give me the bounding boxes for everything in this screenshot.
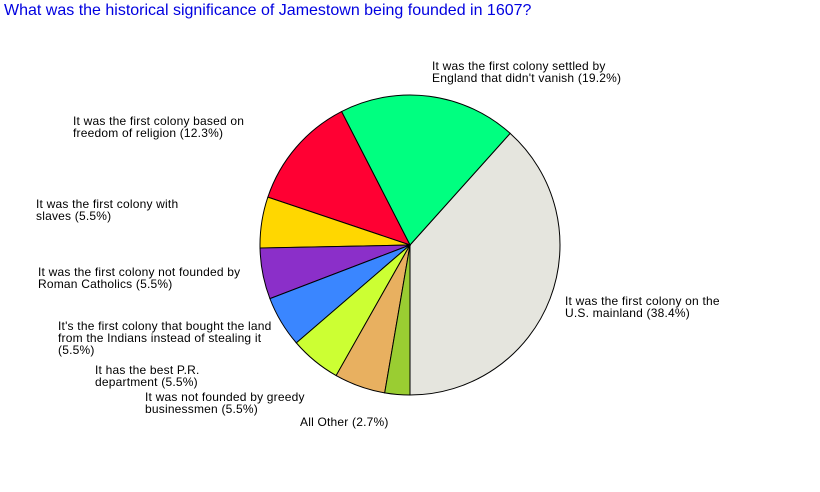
slice-label: It was the first colony settled by Engla…	[432, 60, 647, 84]
pie-slice	[409, 132, 561, 396]
chart-title: What was the historical significance of …	[4, 2, 532, 19]
category-label: All Other	[300, 415, 349, 429]
value-label: (5.5%)	[58, 343, 95, 357]
category-label: It was the first colony on the U.S. main…	[565, 294, 720, 320]
value-label: (12.3%)	[179, 126, 224, 140]
value-label: (5.5%)	[221, 402, 258, 416]
pie-slice	[340, 94, 511, 246]
slice-label: It was not founded by greedy businessmen…	[145, 391, 330, 415]
slice-label: All Other (2.7%)	[300, 416, 420, 428]
slice-label: It was the first colony on the U.S. main…	[565, 295, 740, 319]
value-label: (19.2%)	[577, 71, 622, 85]
slice-label: It was the first colony not founded by R…	[38, 266, 263, 290]
slice-label: It was the first colony based on freedom…	[73, 115, 268, 139]
category-label: It was the first colony not founded by R…	[38, 265, 241, 291]
value-label: (5.5%)	[161, 375, 198, 389]
category-label: It was not founded by greedy businessmen	[145, 390, 305, 416]
slice-label: It's the first colony that bought the la…	[58, 320, 273, 356]
pie-slice	[267, 110, 412, 246]
category-label: It was the first colony based on freedom…	[73, 114, 245, 140]
category-label: It has the best P.R. department	[95, 363, 200, 389]
category-label: It's the first colony that bought the la…	[58, 319, 272, 345]
category-label: It was the first colony settled by Engla…	[432, 59, 606, 85]
pie-slice	[384, 244, 411, 396]
slice-label: It has the best P.R. department (5.5%)	[95, 364, 200, 388]
value-label: (5.5%)	[74, 209, 112, 223]
category-label: It was the first colony with slaves	[36, 197, 179, 223]
slice-label: It was the first colony with slaves (5.5…	[36, 198, 201, 222]
value-label: (2.7%)	[352, 415, 389, 429]
value-label: (5.5%)	[135, 277, 173, 291]
value-label: (38.4%)	[646, 306, 690, 320]
